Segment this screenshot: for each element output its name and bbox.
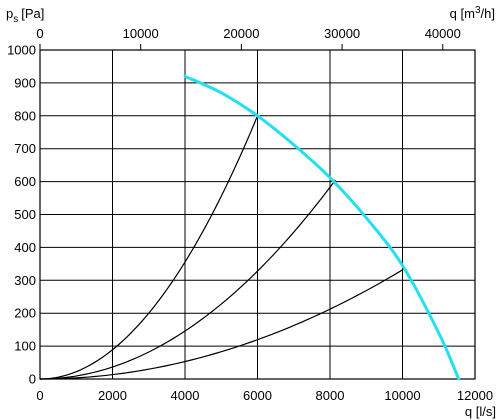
- y-tick-label: 100: [14, 339, 36, 354]
- x-bottom-tick-label: 12000: [457, 388, 493, 403]
- y-tick-label: 1000: [7, 43, 36, 58]
- system-curve: [39, 268, 405, 380]
- x-top-axis-title: q [m3/h]: [450, 5, 495, 21]
- x-top-tick-label: 30000: [324, 26, 360, 41]
- y-tick-label: 600: [14, 174, 36, 189]
- x-bottom-tick-label: 0: [36, 388, 43, 403]
- x-top-tick-label: 40000: [425, 26, 461, 41]
- curves: [39, 74, 461, 381]
- x-bottom-tick-label: 2000: [98, 388, 127, 403]
- system-curve: [39, 179, 336, 380]
- y-axis-title: ps [Pa]: [6, 6, 44, 25]
- y-axis-title-unit: [Pa]: [21, 6, 44, 21]
- y-tick-label: 700: [14, 141, 36, 156]
- y-tick-label: 900: [14, 75, 36, 90]
- y-axis-title-sub: s: [13, 14, 18, 25]
- x-top-axis-title-tail: /h]: [481, 6, 495, 21]
- y-tick-label: 500: [14, 207, 36, 222]
- x-bottom-tick-label: 4000: [171, 388, 200, 403]
- fan-curve: [183, 74, 461, 381]
- plot-frame: [39, 49, 476, 380]
- y-axis-title-main: p: [6, 6, 13, 21]
- x-top-axis-title-main: q [m: [450, 6, 475, 21]
- x-bottom-tick-label: 8000: [316, 388, 345, 403]
- y-tick-label: 400: [14, 240, 36, 255]
- y-tick-label: 0: [29, 372, 36, 387]
- x-bottom-tick-label: 6000: [243, 388, 272, 403]
- x-top-tick-label: 0: [36, 26, 43, 41]
- x-bottom-axis-title: q [l/s]: [465, 404, 496, 419]
- y-tick-label: 200: [14, 306, 36, 321]
- y-tick-label: 800: [14, 108, 36, 123]
- grid: [39, 44, 476, 380]
- y-tick-label: 300: [14, 273, 36, 288]
- x-top-tick-label: 20000: [223, 26, 259, 41]
- x-bottom-tick-label: 10000: [384, 388, 420, 403]
- system-curve: [39, 115, 259, 380]
- x-top-axis-title-sup: 3: [475, 5, 481, 16]
- x-top-tick-label: 10000: [123, 26, 159, 41]
